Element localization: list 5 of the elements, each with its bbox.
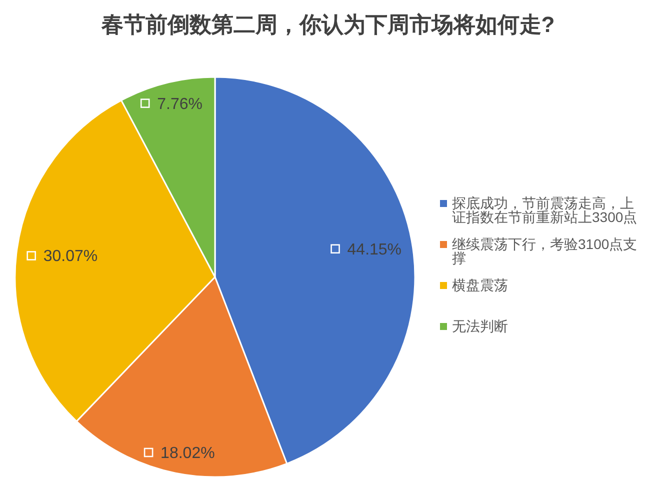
data-label: 18.02% xyxy=(160,444,215,462)
data-label: 7.76% xyxy=(157,96,202,113)
data-label: 44.15% xyxy=(347,241,402,258)
title: 春节前倒数第二周，你认为下周市场将如何走? xyxy=(101,12,555,37)
data-label: 30.07% xyxy=(43,248,98,266)
